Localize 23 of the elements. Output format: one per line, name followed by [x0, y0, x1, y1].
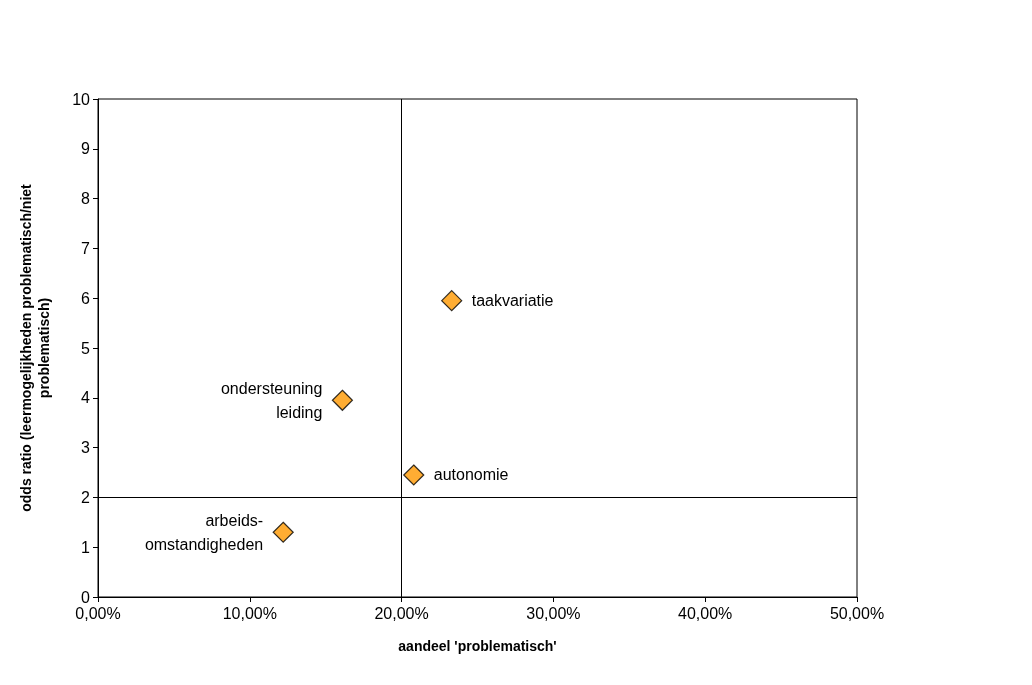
annotation: ondersteuning leiding — [220, 379, 323, 421]
y-tick-label: 0 — [81, 588, 91, 606]
y-tick-label: 4 — [81, 389, 91, 407]
x-tick-label: 50,00% — [829, 604, 885, 622]
y-tick-label: 1 — [81, 538, 91, 556]
x-tick-label: 40,00% — [678, 604, 733, 622]
annotation: autonomie — [433, 466, 509, 484]
x-tick-label: 30,00% — [526, 604, 581, 622]
annotation: arbeids- omstandigheden — [144, 511, 264, 553]
x-tick-label: 20,00% — [374, 604, 429, 622]
y-tick-label: 7 — [81, 239, 91, 257]
y-axis-title: odds ratio (leermogelijkheden problematisch/niet problematisch) — [18, 183, 52, 512]
y-tick-label: 2 — [81, 488, 91, 506]
y-tick-label: 6 — [81, 289, 91, 307]
annotation: taakvariatie — [471, 292, 554, 310]
y-tick-label: 10 — [72, 90, 91, 108]
x-tick-label: 0,00% — [75, 604, 121, 622]
x-axis-title: aandeel 'problematisch' — [398, 638, 557, 654]
x-tick-label: 10,00% — [222, 604, 277, 622]
y-tick-label: 3 — [81, 439, 91, 457]
y-tick-label: 8 — [81, 190, 91, 208]
y-tick-label: 5 — [81, 339, 91, 357]
y-tick-label: 9 — [81, 140, 91, 158]
